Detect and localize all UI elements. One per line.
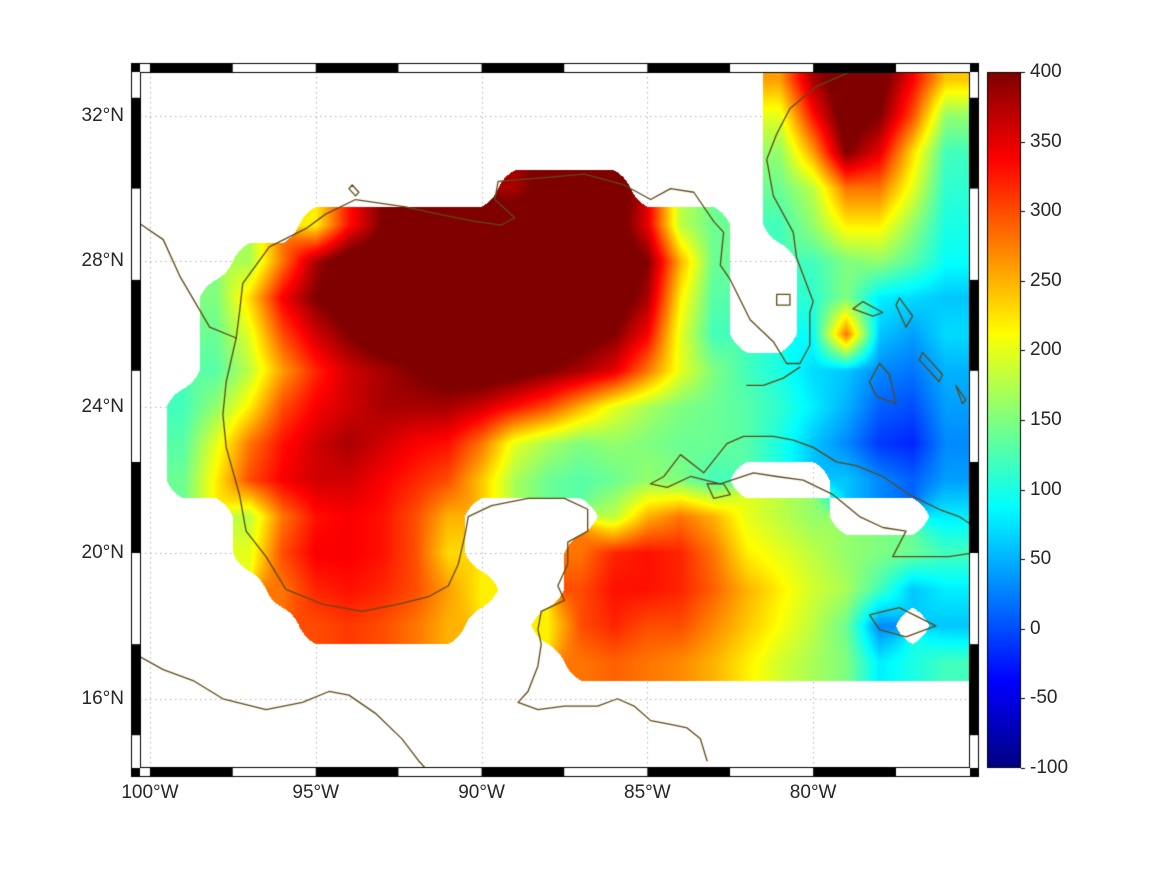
gulf-of-mexico-heatmap-canvas (0, 0, 1167, 875)
figure: 100°W 95°W 90°W 85°W 80°W 16°N 20°N 24°N 28°N 32°… (0, 0, 1167, 875)
